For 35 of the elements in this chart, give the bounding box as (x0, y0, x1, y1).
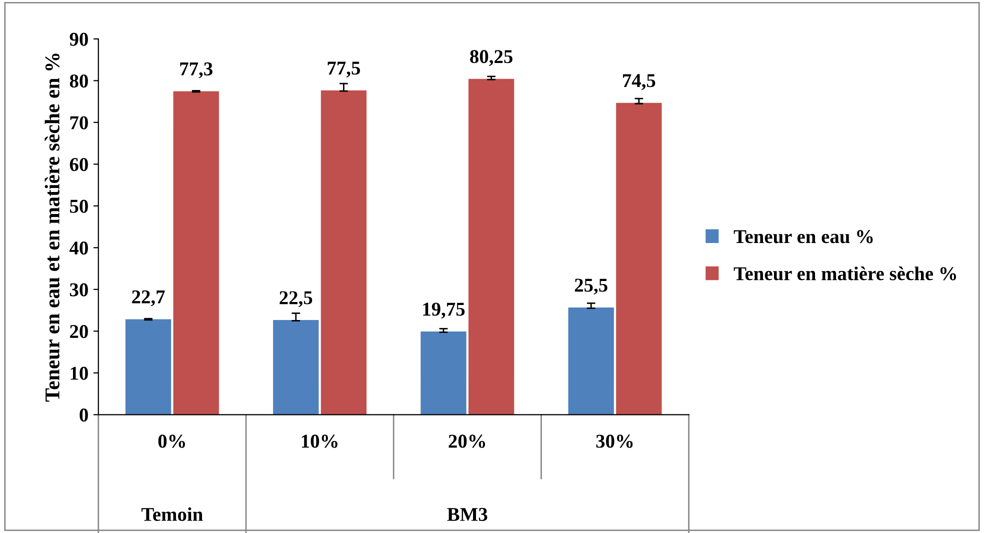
data-label: 25,5 (574, 278, 608, 295)
y-tick-label: 20 (70, 324, 88, 338)
y-tick-label: 10 (70, 366, 88, 380)
bar (616, 102, 662, 415)
bar (568, 308, 614, 415)
bar (320, 90, 367, 415)
legend-label: Teneur en eau % (734, 230, 873, 244)
y-tick-label: 80 (70, 74, 88, 88)
text: Temoin (142, 507, 203, 521)
y-tick-label: 60 (70, 158, 88, 172)
y-axis-title: Teneur en eau et en matière sèche en % (44, 54, 60, 402)
data-label: 74,5 (623, 74, 656, 90)
bar (468, 78, 514, 415)
y-tick-label: 50 (70, 200, 88, 213)
data-label: 19,75 (423, 302, 465, 319)
x-tick-label: 10% (302, 434, 338, 448)
bar (420, 332, 466, 415)
y-tick-label: 90 (70, 32, 88, 46)
y-tick-label: 70 (70, 116, 88, 130)
data-label: 77,5 (328, 62, 360, 78)
x-tick-label: 20% (448, 434, 486, 448)
x-tick-label: 0% (158, 434, 185, 448)
y-tick-label: 30 (70, 283, 88, 296)
bar (273, 320, 319, 415)
legend-label: Teneur en matière sèche % (734, 266, 956, 280)
x-tick-label: 30% (596, 434, 633, 448)
y-tick-label: 0 (80, 408, 88, 422)
text: BM3 (447, 508, 488, 521)
data-label: 22,5 (280, 291, 312, 308)
bar (125, 319, 172, 415)
data-label: 22,7 (132, 290, 165, 306)
data-label: 80,25 (470, 50, 512, 66)
bar (173, 91, 219, 415)
y-tick-label: 40 (70, 241, 88, 255)
data-label: 77,3 (180, 62, 212, 78)
